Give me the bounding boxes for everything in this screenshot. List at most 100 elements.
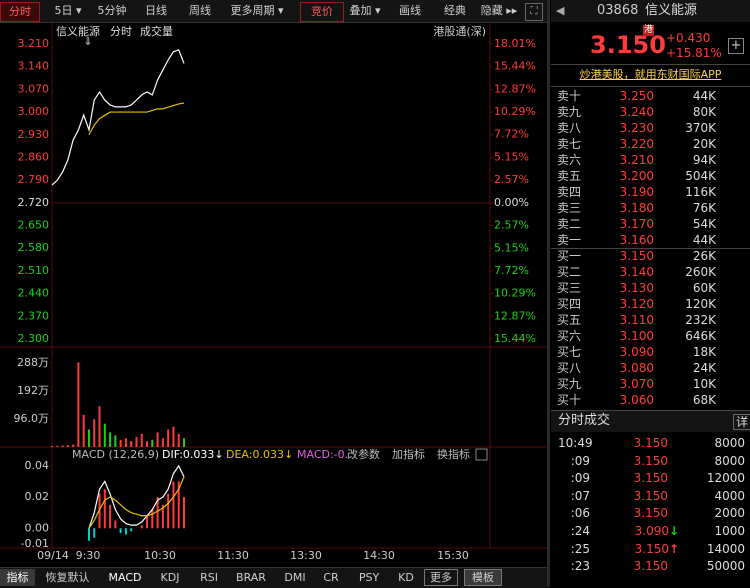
ad-link[interactable]: 炒港美股，就用东财国际APP bbox=[579, 68, 722, 81]
macd-tick-label: 0.04 bbox=[25, 459, 50, 472]
book-label: 买七 bbox=[557, 345, 582, 359]
macd-tick-label: 0.00 bbox=[25, 521, 50, 534]
toolbar-tab[interactable]: 隐藏 ▸▸ bbox=[480, 4, 518, 17]
avg-line bbox=[88, 102, 185, 136]
book-price: 3.210 bbox=[619, 153, 654, 167]
bottom-tab[interactable]: KDJ bbox=[160, 571, 180, 584]
volume-bar bbox=[161, 438, 164, 447]
book-price: 3.120 bbox=[619, 297, 654, 311]
macd-header: DIF:0.033↓ bbox=[162, 448, 224, 461]
bottom-tab[interactable]: 更多 bbox=[424, 569, 458, 586]
book-volume: 94K bbox=[692, 153, 716, 167]
book-label: 买一 bbox=[557, 249, 582, 263]
y-tick-label: 3.210 bbox=[18, 37, 50, 50]
trade-arrow: ↑ bbox=[669, 541, 680, 556]
volume-bar bbox=[51, 446, 53, 447]
bottom-tab[interactable]: CR bbox=[323, 571, 339, 584]
bottom-tab[interactable]: PSY bbox=[358, 571, 380, 584]
bottom-tab[interactable]: 恢复默认 bbox=[45, 571, 90, 584]
bottom-bar bbox=[0, 567, 547, 588]
volume-bar bbox=[146, 441, 149, 447]
macd-header: 改参数 bbox=[347, 447, 380, 461]
trade-price: 3.150 bbox=[633, 436, 668, 450]
macd-bar bbox=[177, 481, 180, 529]
macd-header: 加指标 bbox=[392, 447, 425, 461]
macd-bar bbox=[146, 515, 149, 529]
toolbar-tab[interactable]: 5日 ▾ bbox=[54, 4, 82, 17]
prev-button[interactable]: ◀ bbox=[556, 4, 565, 17]
macd-bar bbox=[103, 489, 106, 529]
toolbar-tab[interactable]: 叠加 ▾ bbox=[349, 4, 381, 17]
volume-tick-label: 192万 bbox=[17, 384, 49, 397]
y-tick-label: 2.370 bbox=[18, 309, 50, 322]
toolbar-tab[interactable]: 分时 bbox=[0, 2, 40, 22]
bottom-tab[interactable]: DMI bbox=[284, 571, 306, 584]
trade-volume: 14000 bbox=[706, 541, 745, 556]
macd-bar bbox=[93, 528, 96, 538]
x-tick-label: 14:30 bbox=[363, 549, 395, 562]
volume-bar bbox=[177, 433, 180, 447]
book-volume: 68K bbox=[692, 393, 716, 407]
book-label: 卖八 bbox=[557, 121, 582, 135]
macd-bar bbox=[161, 504, 164, 529]
y2-tick-label: 7.72% bbox=[494, 264, 529, 277]
bottom-tab[interactable]: BRAR bbox=[236, 571, 266, 584]
book-volume: 24K bbox=[692, 361, 716, 375]
y2-tick-label: 15.44% bbox=[494, 332, 536, 345]
macd-bar bbox=[109, 504, 112, 529]
expand-icon[interactable]: ⛶ bbox=[525, 3, 543, 21]
last-price: 3.150 bbox=[590, 31, 666, 59]
toolbar-tab[interactable]: 画线 bbox=[399, 4, 421, 17]
x-tick-label: 11:30 bbox=[217, 549, 249, 562]
y2-tick-label: 18.01% bbox=[494, 37, 536, 50]
y2-tick-label: 15.44% bbox=[494, 60, 536, 73]
macd-header: MACD (12,26,9) bbox=[72, 448, 159, 461]
bottom-tab[interactable]: RSI bbox=[200, 571, 218, 584]
bottom-tab[interactable]: KD bbox=[398, 571, 414, 584]
volume-bar bbox=[130, 441, 133, 447]
macd-bar bbox=[98, 493, 101, 529]
toolbar-tab[interactable]: 日线 bbox=[145, 4, 167, 17]
volume-tick-label: 288万 bbox=[17, 356, 49, 369]
toolbar-tab[interactable]: 竞价 bbox=[300, 2, 344, 22]
volume-bar bbox=[103, 423, 106, 447]
toolbar-tab[interactable]: 更多周期 ▾ bbox=[230, 4, 284, 17]
macd-close[interactable] bbox=[475, 448, 488, 461]
trade-volume: 8000 bbox=[714, 453, 745, 468]
volume-bar bbox=[114, 435, 117, 447]
book-label: 买二 bbox=[557, 265, 582, 279]
price-line bbox=[51, 49, 185, 186]
volume-bar bbox=[56, 445, 59, 447]
volume-tick-label: 96.0万 bbox=[14, 412, 50, 425]
bottom-tab[interactable]: 模板 bbox=[464, 569, 502, 586]
book-label: 买十 bbox=[557, 393, 582, 407]
volume-bar bbox=[172, 426, 175, 447]
book-price: 3.170 bbox=[619, 217, 654, 231]
book-label: 买五 bbox=[557, 313, 582, 327]
toolbar-tab[interactable]: 经典 bbox=[444, 4, 466, 17]
x-tick-label: 10:30 bbox=[144, 549, 176, 562]
y2-tick-label: 2.57% bbox=[494, 218, 529, 231]
book-label: 卖三 bbox=[557, 201, 582, 215]
trade-price: 3.150 bbox=[633, 488, 668, 503]
book-price: 3.220 bbox=[619, 137, 654, 151]
y-tick-label: 3.000 bbox=[18, 105, 50, 118]
trade-time: :07 bbox=[570, 488, 590, 503]
change: +0.430 bbox=[666, 31, 711, 45]
macd-header: DEA:0.033↓ bbox=[226, 448, 293, 461]
bottom-tab[interactable]: MACD bbox=[108, 571, 142, 584]
bottom-tab[interactable]: 指标 bbox=[0, 569, 35, 586]
add-button[interactable]: + bbox=[728, 38, 744, 54]
trade-time: :09 bbox=[570, 471, 590, 486]
macd-bar bbox=[183, 497, 185, 529]
chart-header: 分时 bbox=[110, 25, 132, 38]
toolbar-tab[interactable]: 周线 bbox=[189, 4, 211, 17]
macd-tick-label: 0.02 bbox=[25, 490, 50, 503]
trades-detail[interactable]: 详 bbox=[733, 414, 750, 430]
toolbar-tab[interactable]: 5分钟 bbox=[97, 4, 127, 17]
y-tick-label: 3.070 bbox=[18, 82, 50, 95]
market-badge: 港 bbox=[643, 25, 655, 36]
connect-label: 港股通(深) bbox=[433, 25, 486, 38]
trade-volume: 50000 bbox=[706, 559, 745, 574]
